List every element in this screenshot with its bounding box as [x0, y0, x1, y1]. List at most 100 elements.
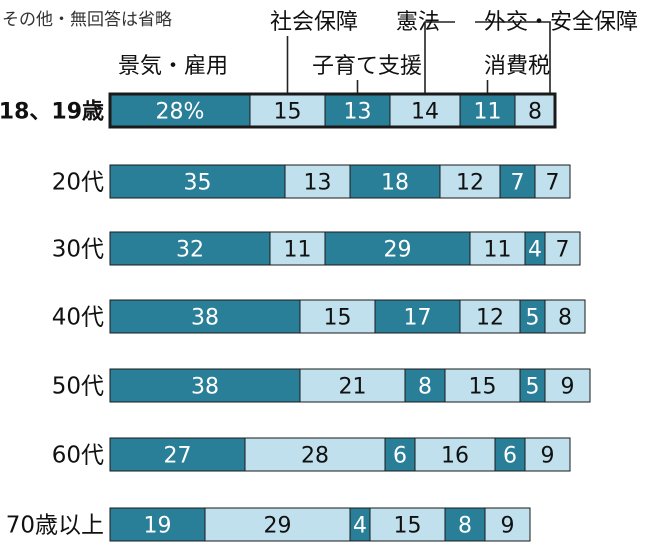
bar-segment-diplomacy — [484, 507, 531, 542]
data-label: 15 — [274, 100, 302, 125]
bar-segment-constitution — [459, 299, 521, 334]
data-label: 18 — [381, 171, 409, 196]
data-label: 38 — [191, 306, 219, 331]
bar-segment-economy — [109, 93, 251, 128]
data-label: 21 — [339, 375, 367, 400]
data-label: 29 — [264, 514, 292, 539]
data-label: 27 — [164, 444, 192, 469]
bar-segment-social-security — [204, 507, 351, 542]
bar-segment-economy — [109, 368, 301, 403]
bar-segment-consumption-tax — [519, 299, 546, 334]
bar-segment-consumption-tax — [499, 164, 536, 199]
bar-segment-childcare — [349, 164, 441, 199]
bar-segment-constitution — [369, 507, 446, 542]
legend-label-economy-employment: 景気・雇用 — [118, 54, 228, 79]
data-label: 7 — [556, 238, 570, 263]
category-label: 30代 — [52, 237, 104, 263]
legend-leader-line — [475, 21, 551, 94]
legend-leader-lines — [286, 21, 551, 94]
bar-segment-childcare — [324, 231, 471, 266]
bar-segment-social-security — [299, 299, 376, 334]
data-label: 5 — [526, 375, 540, 400]
data-label: 9 — [541, 444, 555, 469]
bar-segment-economy — [109, 299, 301, 334]
highlight-frame — [108, 92, 557, 129]
data-label: 11 — [484, 238, 512, 263]
legend-label-consumption-tax: 消費税 — [484, 54, 550, 79]
legend: 社会保障 憲法 外交・安全保障 景気・雇用 子育て支援 消費税 — [118, 10, 638, 79]
bar-segment-consumption-tax — [444, 507, 486, 542]
data-label: 14 — [411, 100, 439, 125]
bar-segment-constitution — [469, 231, 526, 266]
legend-leader-line — [424, 21, 455, 94]
category-label: 40代 — [52, 305, 104, 331]
data-label: 9 — [561, 375, 575, 400]
bar-segment-constitution — [439, 164, 501, 199]
note-other-omitted: その他・無回答は省略 — [2, 10, 172, 30]
bar-segment-consumption-tax — [494, 437, 526, 472]
data-label: 4 — [528, 238, 542, 263]
bar-segment-diplomacy — [544, 368, 591, 403]
category-label: 70歳以上 — [6, 513, 104, 539]
data-label: 16 — [441, 444, 469, 469]
bar-segment-constitution — [414, 437, 496, 472]
data-label: 32 — [176, 238, 204, 263]
data-label: 12 — [476, 306, 504, 331]
data-label: 4 — [353, 514, 367, 539]
legend-label-social-security: 社会保障 — [270, 10, 358, 35]
legend-label-diplomacy-security: 外交・安全保障 — [484, 10, 638, 35]
data-label: 8 — [418, 375, 432, 400]
bar-row: 60代 27 28 6 16 6 9 — [52, 437, 571, 472]
bar-row: 30代 32 11 29 11 4 7 — [52, 231, 581, 266]
data-label: 17 — [404, 306, 432, 331]
bar-segment-diplomacy — [524, 437, 571, 472]
data-label: 11 — [284, 238, 312, 263]
bar-row: 40代 38 15 17 12 5 8 — [52, 299, 586, 334]
data-label: 15 — [324, 306, 352, 331]
data-label: 28% — [156, 100, 205, 125]
bar-segment-diplomacy — [544, 231, 581, 266]
data-label: 11 — [474, 100, 502, 125]
data-label: 38 — [191, 375, 219, 400]
bar-segment-consumption-tax — [519, 368, 546, 403]
data-label: 6 — [503, 444, 517, 469]
bar-segment-childcare — [404, 368, 446, 403]
category-label: 20代 — [52, 170, 104, 196]
bar-row: 20代 35 13 18 12 7 7 — [52, 164, 571, 199]
bar-row: 50代 38 21 8 15 5 9 — [52, 368, 591, 403]
data-label: 12 — [456, 171, 484, 196]
data-label: 13 — [304, 171, 332, 196]
legend-label-constitution: 憲法 — [396, 10, 440, 35]
data-label: 8 — [528, 100, 542, 125]
data-label: 29 — [384, 238, 412, 263]
data-label: 7 — [546, 171, 560, 196]
data-label: 7 — [511, 171, 525, 196]
category-label: 50代 — [52, 374, 104, 400]
data-label: 5 — [526, 306, 540, 331]
data-label: 28 — [301, 444, 329, 469]
bar-segment-diplomacy — [544, 299, 586, 334]
bar-row: 70歳以上 19 29 4 15 8 9 — [6, 507, 531, 542]
data-label: 8 — [558, 306, 572, 331]
data-label: 15 — [394, 514, 422, 539]
bar-row: 18、19歳 28% 15 13 14 11 8 — [0, 92, 557, 129]
bar-segment-social-security — [284, 164, 351, 199]
data-label: 19 — [144, 514, 172, 539]
bar-segment-constitution — [444, 368, 521, 403]
category-label: 18、19歳 — [0, 100, 104, 125]
category-label: 60代 — [52, 443, 104, 469]
bar-segment-diplomacy — [534, 164, 571, 199]
bar-segment-economy — [109, 164, 286, 199]
legend-label-childcare-support: 子育て支援 — [312, 54, 422, 79]
data-label: 9 — [501, 514, 515, 539]
bar-segment-social-security — [244, 437, 386, 472]
data-label: 13 — [344, 100, 372, 125]
bar-segment-economy — [109, 231, 271, 266]
bar-segment-social-security — [269, 231, 326, 266]
bar-segment-social-security — [299, 368, 406, 403]
data-label: 35 — [184, 171, 212, 196]
data-label: 15 — [469, 375, 497, 400]
